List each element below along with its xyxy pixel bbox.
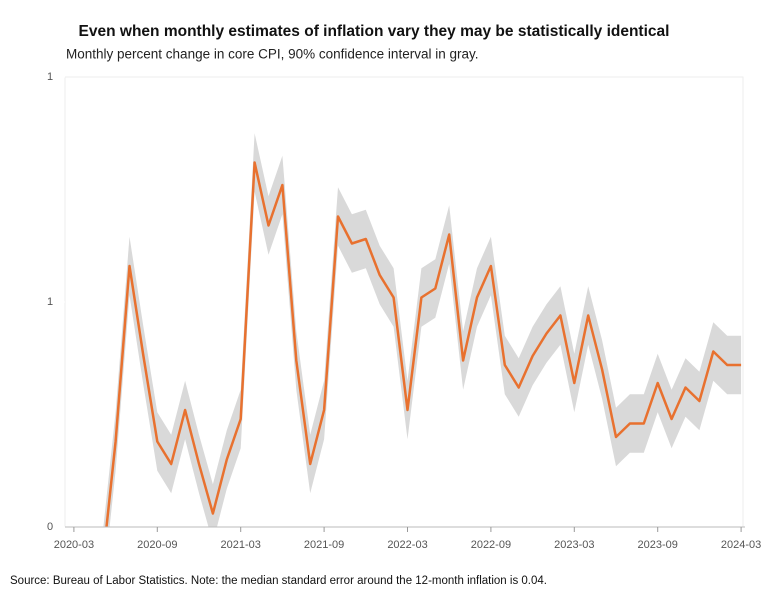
x-tick-label: 2021-09	[304, 539, 344, 551]
x-tick-label: 2020-09	[137, 539, 177, 551]
series-line	[105, 161, 742, 527]
x-tick-label: 2022-09	[471, 539, 511, 551]
x-tick-label: 2020-03	[54, 539, 94, 551]
y-tick-label: 1	[47, 71, 53, 83]
chart-subtitle: Monthly percent change in core CPI, 90% …	[66, 47, 478, 62]
chart-title: Even when monthly estimates of inflation…	[79, 23, 670, 40]
source-note: Source: Bureau of Labor Statistics. Note…	[10, 575, 547, 587]
x-tick-label: 2022-03	[387, 539, 427, 551]
x-tick-label: 2023-03	[554, 539, 594, 551]
x-tick-label: 2023-09	[638, 539, 678, 551]
x-tick-label: 2024-03	[721, 539, 761, 551]
plot-area	[103, 133, 742, 527]
y-tick-label: 0	[47, 521, 53, 533]
confidence-band	[103, 133, 742, 527]
y-tick-label: 1	[47, 296, 53, 308]
x-tick-label: 2021-03	[221, 539, 261, 551]
